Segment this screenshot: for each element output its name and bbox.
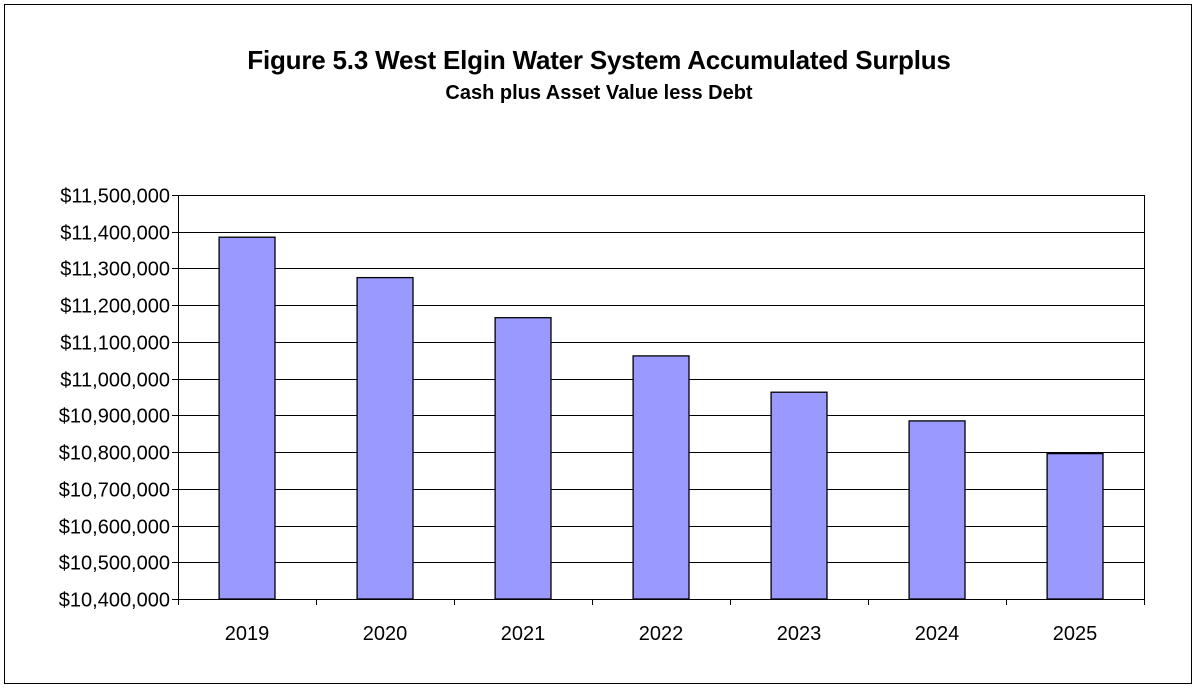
bar-2023 bbox=[770, 391, 828, 600]
y-tick-label: $11,400,000 bbox=[60, 223, 170, 245]
y-tick-label: $11,200,000 bbox=[60, 296, 170, 318]
y-tick-label: $10,500,000 bbox=[59, 553, 170, 575]
y-tick-label: $11,300,000 bbox=[60, 259, 170, 281]
x-tick-labels: 2019 2020 2021 2022 2023 2024 2025 bbox=[225, 623, 1098, 645]
y-tick-label: $11,500,000 bbox=[60, 186, 170, 208]
y-tick-label: $11,000,000 bbox=[60, 370, 170, 392]
y-tick-label: $10,900,000 bbox=[59, 406, 170, 428]
bar-2019 bbox=[218, 236, 276, 600]
y-tick-label: $10,700,000 bbox=[59, 480, 170, 502]
y-tick-label: $10,800,000 bbox=[59, 443, 170, 465]
bar-2020 bbox=[356, 276, 414, 600]
chart-frame: Figure 5.3 West Elgin Water System Accum… bbox=[4, 4, 1192, 684]
x-tick-label: 2022 bbox=[639, 623, 684, 645]
y-tick-label: $10,400,000 bbox=[59, 590, 170, 612]
bar-2022 bbox=[632, 355, 690, 600]
y-tick-labels: $10,400,000 $10,500,000 $10,600,000 $10,700… bbox=[59, 186, 170, 612]
chart-title: Figure 5.3 West Elgin Water System Accum… bbox=[247, 45, 951, 75]
x-tick-label: 2025 bbox=[1053, 623, 1098, 645]
bars bbox=[218, 236, 1104, 600]
y-tick-label: $10,600,000 bbox=[59, 517, 170, 539]
x-tick-label: 2023 bbox=[777, 623, 822, 645]
x-tick-label: 2024 bbox=[915, 623, 960, 645]
axes bbox=[172, 195, 1145, 605]
y-tick-label: $11,100,000 bbox=[60, 333, 170, 355]
x-tick-label: 2021 bbox=[501, 623, 546, 645]
x-tick-label: 2019 bbox=[225, 623, 270, 645]
bar-2021 bbox=[494, 317, 552, 600]
bar-2025 bbox=[1046, 452, 1104, 600]
bar-2024 bbox=[908, 420, 966, 600]
chart-subtitle: Cash plus Asset Value less Debt bbox=[445, 82, 753, 104]
x-tick-label: 2020 bbox=[363, 623, 408, 645]
